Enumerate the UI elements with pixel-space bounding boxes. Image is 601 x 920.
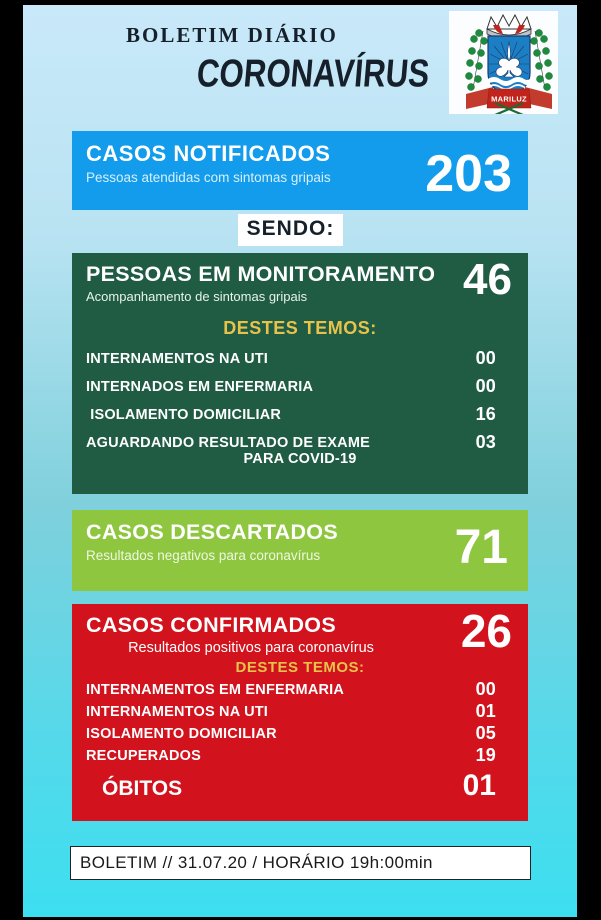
- svg-text:MARILUZ: MARILUZ: [491, 95, 527, 104]
